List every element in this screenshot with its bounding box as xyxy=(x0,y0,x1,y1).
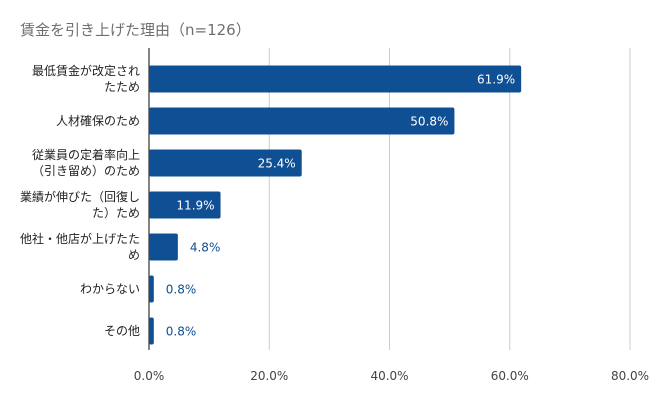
value-label: 11.9% xyxy=(176,199,214,213)
x-tick-label: 20.0% xyxy=(250,369,288,383)
x-axis-tick-labels: 0.0% 20.0% 40.0% 60.0% 80.0% xyxy=(134,369,649,383)
category-label: わからない xyxy=(80,282,140,296)
x-tick-label: 40.0% xyxy=(370,369,408,383)
category-label: 最低賃金が改定されたため xyxy=(32,63,140,94)
bar xyxy=(149,149,302,177)
bars xyxy=(149,65,522,345)
category-label-line: 人材確保のため xyxy=(56,113,140,128)
category-label: 業績が伸びた（回復した）ため xyxy=(20,189,140,220)
bar xyxy=(149,191,221,219)
category-label-line: 最低賃金が改定され xyxy=(32,63,140,78)
bar xyxy=(149,317,154,345)
value-label: 25.4% xyxy=(258,157,296,171)
x-tick-label: 80.0% xyxy=(611,369,649,383)
value-labels: 61.9% 50.8% 25.4% 11.9% 4.8% 0.8% 0.8% xyxy=(166,73,515,339)
category-label-line: （引き留め）のため xyxy=(32,164,140,178)
bar xyxy=(149,233,178,261)
category-label-line: たため xyxy=(104,80,140,94)
gridlines xyxy=(148,48,631,350)
value-label: 4.8% xyxy=(190,241,221,255)
x-tick-label: 60.0% xyxy=(491,369,529,383)
bar xyxy=(149,107,455,135)
category-label: 人材確保のため xyxy=(56,113,140,128)
category-label: 従業員の定着率向上 （引き留め）のため xyxy=(32,147,140,178)
value-label: 0.8% xyxy=(166,283,197,297)
category-label-line: め xyxy=(128,248,140,262)
x-tick-label: 0.0% xyxy=(134,369,165,383)
category-label-line: 他社・他店が上げたた xyxy=(20,231,140,246)
category-label-line: 従業員の定着率向上 xyxy=(32,147,140,162)
chart-title: 賃金を引き上げた理由（n=126） xyxy=(20,21,251,39)
value-label: 61.9% xyxy=(477,73,515,87)
value-label: 50.8% xyxy=(410,115,448,129)
category-label: その他 xyxy=(104,324,140,338)
bar xyxy=(149,65,522,93)
bar xyxy=(149,275,154,303)
value-label: 0.8% xyxy=(166,325,197,339)
category-label-line: 業績が伸びた（回復し xyxy=(20,189,140,204)
category-label-line: わからない xyxy=(80,282,140,296)
category-label-line: その他 xyxy=(104,324,140,338)
category-label-line: た）ため xyxy=(92,206,140,220)
category-label: 他社・他店が上げたため xyxy=(20,231,140,262)
